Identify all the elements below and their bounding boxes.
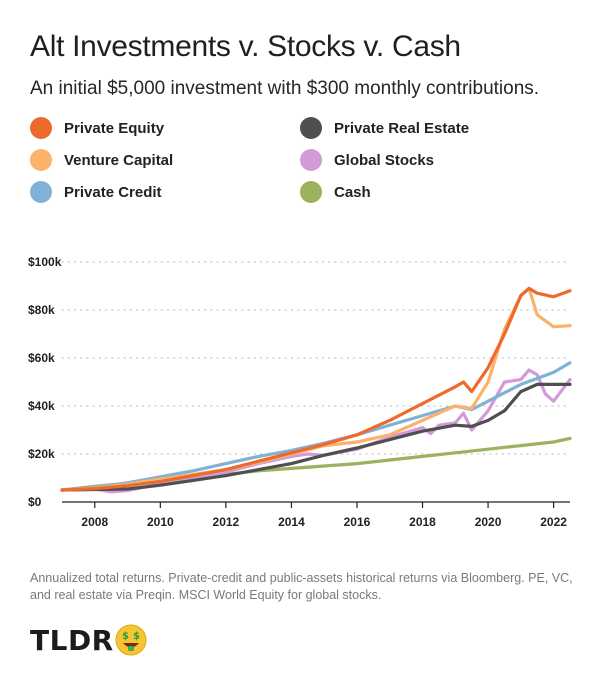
y-tick-label: $60k	[28, 351, 55, 365]
y-tick-label: $0	[28, 495, 42, 509]
series-line-private-real-estate	[60, 382, 572, 492]
legend-item-cash: Cash	[300, 181, 371, 203]
series-line-private-credit	[60, 361, 572, 492]
x-tick-label: 2014	[278, 515, 305, 529]
chart-subtitle: An initial $5,000 investment with $300 m…	[30, 78, 540, 99]
x-tick-label: 2016	[344, 515, 371, 529]
y-axis: $0 $20k $40k $60k $80k $100k	[28, 255, 62, 509]
legend-label-global-stocks: Global Stocks	[334, 151, 435, 169]
series-line-global-stocks	[60, 368, 572, 494]
legend-swatch-cash	[300, 181, 322, 203]
legend-item-private-equity: Private Equity	[30, 117, 164, 139]
legend-item-private-credit: Private Credit	[30, 181, 162, 203]
legend-swatch-venture-capital	[30, 149, 52, 171]
footnote: Annualized total returns. Private-credit…	[30, 571, 573, 602]
legend-label-private-credit: Private Credit	[64, 183, 162, 201]
legend-label-cash: Cash	[334, 183, 371, 201]
legend-label-private-equity: Private Equity	[64, 119, 165, 137]
x-axis: 2008 2010 2012 2014 2016 2018 2020 2022	[81, 502, 567, 529]
money-face-icon: $ $	[115, 624, 147, 656]
line-chart: $0 $20k $40k $60k $80k $100k 2008 2010 2012 2014…	[28, 255, 572, 529]
x-tick-label: 2018	[409, 515, 436, 529]
series-lines	[60, 286, 572, 494]
svg-text:$: $	[122, 631, 129, 642]
legend-item-private-real-estate: Private Real Estate	[300, 117, 469, 139]
x-tick-label: 2010	[147, 515, 174, 529]
y-tick-label: $40k	[28, 399, 55, 413]
logo-text: TLDR	[30, 623, 114, 657]
y-tick-label: $20k	[28, 447, 55, 461]
chart-legend: Private Equity Venture Capital Private C…	[30, 117, 590, 213]
x-tick-label: 2012	[213, 515, 240, 529]
series-line-private-equity	[60, 286, 572, 492]
chart-title: Alt Investments v. Stocks v. Cash	[30, 30, 461, 63]
y-tick-label: $100k	[28, 255, 62, 269]
tldr-logo: TLDR $ $	[30, 623, 147, 657]
svg-text:$: $	[133, 631, 140, 642]
legend-label-venture-capital: Venture Capital	[64, 151, 174, 169]
x-tick-label: 2022	[540, 515, 567, 529]
legend-swatch-private-equity	[30, 117, 52, 139]
legend-swatch-private-real-estate	[300, 117, 322, 139]
x-tick-label: 2020	[475, 515, 502, 529]
legend-label-private-real-estate: Private Real Estate	[334, 119, 470, 137]
x-tick-label: 2008	[81, 515, 108, 529]
legend-item-global-stocks: Global Stocks	[300, 149, 434, 171]
legend-swatch-private-credit	[30, 181, 52, 203]
y-tick-label: $80k	[28, 303, 55, 317]
series-line-venture-capital	[60, 286, 572, 492]
legend-swatch-global-stocks	[300, 149, 322, 171]
legend-item-venture-capital: Venture Capital	[30, 149, 173, 171]
